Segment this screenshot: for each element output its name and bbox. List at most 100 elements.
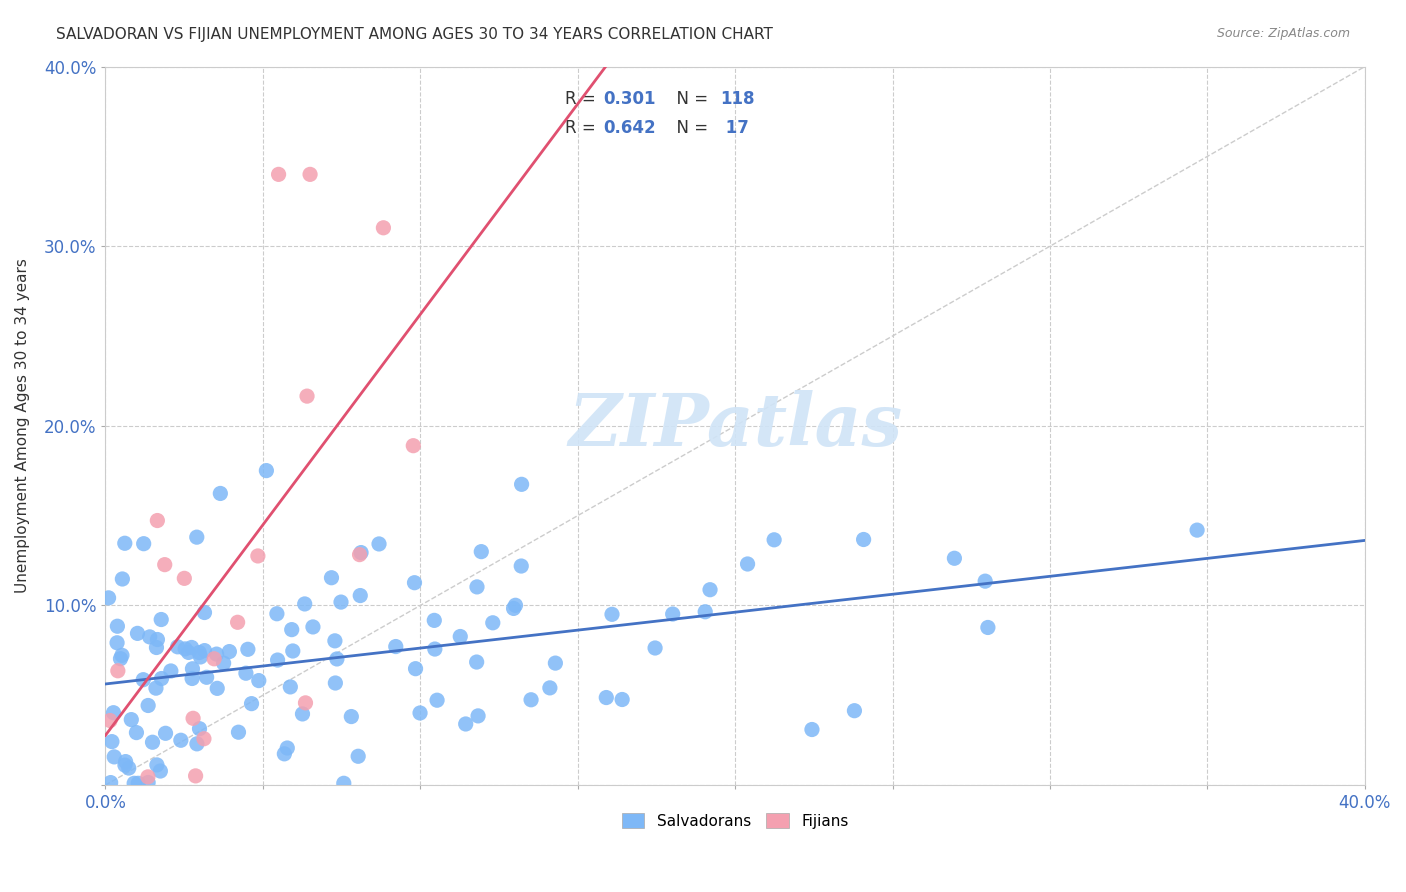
- Salvadorans: [127, 776, 149, 790]
- Salvadorans: [481, 615, 503, 630]
- Salvadorans: [763, 533, 786, 547]
- Salvadorans: [977, 620, 1000, 634]
- Salvadorans: [644, 640, 666, 655]
- Salvadorans: [347, 749, 370, 764]
- Salvadorans: [105, 636, 128, 650]
- Salvadorans: [340, 709, 363, 723]
- Salvadorans: [661, 607, 683, 621]
- Salvadorans: [280, 623, 302, 637]
- Salvadorans: [502, 601, 524, 615]
- Salvadorans: [333, 776, 356, 790]
- Salvadorans: [544, 656, 567, 670]
- Salvadorans: [103, 750, 125, 764]
- Fijians: [349, 548, 371, 562]
- Salvadorans: [405, 662, 427, 676]
- Salvadorans: [610, 692, 633, 706]
- Salvadorans: [212, 656, 235, 670]
- Fijians: [146, 514, 169, 528]
- Salvadorans: [404, 575, 426, 590]
- Salvadorans: [294, 597, 316, 611]
- Salvadorans: [235, 666, 257, 681]
- Salvadorans: [190, 649, 212, 664]
- Text: N =: N =: [666, 90, 713, 108]
- Fijians: [184, 769, 207, 783]
- Salvadorans: [141, 735, 163, 749]
- Text: R =: R =: [565, 119, 602, 136]
- Salvadorans: [254, 464, 277, 478]
- Salvadorans: [423, 613, 446, 627]
- Salvadorans: [155, 726, 177, 740]
- Text: 0.642: 0.642: [603, 119, 655, 136]
- Fijians: [107, 664, 129, 678]
- Salvadorans: [170, 733, 193, 747]
- Salvadorans: [149, 764, 172, 778]
- Salvadorans: [974, 574, 997, 589]
- Salvadorans: [114, 536, 136, 550]
- Salvadorans: [368, 537, 391, 551]
- Salvadorans: [426, 693, 449, 707]
- Fijians: [181, 711, 204, 725]
- Fijians: [299, 167, 322, 181]
- Salvadorans: [423, 642, 446, 657]
- Salvadorans: [454, 717, 477, 731]
- Salvadorans: [186, 737, 208, 751]
- Fijians: [226, 615, 249, 630]
- Salvadorans: [273, 747, 295, 761]
- Legend: Salvadorans, Fijians: Salvadorans, Fijians: [616, 806, 855, 835]
- Salvadorans: [136, 698, 159, 713]
- Salvadorans: [174, 641, 197, 656]
- Salvadorans: [228, 725, 250, 739]
- Salvadorans: [350, 545, 373, 559]
- Salvadorans: [195, 670, 218, 684]
- Salvadorans: [236, 642, 259, 657]
- Salvadorans: [326, 652, 349, 666]
- Salvadorans: [465, 655, 488, 669]
- Text: N =: N =: [666, 119, 713, 136]
- Salvadorans: [105, 619, 128, 633]
- Text: R =: R =: [565, 90, 602, 108]
- Salvadorans: [188, 646, 211, 660]
- Salvadorans: [330, 595, 353, 609]
- Salvadorans: [132, 537, 155, 551]
- Salvadorans: [323, 633, 346, 648]
- Salvadorans: [188, 722, 211, 736]
- Fijians: [193, 731, 215, 746]
- Fijians: [294, 696, 316, 710]
- Salvadorans: [276, 741, 298, 756]
- Text: 118: 118: [720, 90, 755, 108]
- Salvadorans: [127, 626, 149, 640]
- Salvadorans: [800, 723, 823, 737]
- Salvadorans: [145, 640, 167, 655]
- Fijians: [153, 558, 176, 572]
- Fijians: [267, 167, 290, 181]
- Salvadorans: [510, 477, 533, 491]
- Salvadorans: [505, 599, 527, 613]
- Salvadorans: [538, 681, 561, 695]
- Salvadorans: [186, 530, 208, 544]
- Salvadorans: [138, 630, 160, 644]
- Salvadorans: [120, 713, 142, 727]
- Salvadorans: [291, 706, 314, 721]
- Salvadorans: [510, 559, 533, 574]
- Salvadorans: [409, 706, 432, 720]
- Salvadorans: [180, 640, 202, 655]
- Salvadorans: [111, 572, 134, 586]
- Salvadorans: [695, 605, 717, 619]
- Salvadorans: [699, 582, 721, 597]
- Salvadorans: [349, 589, 371, 603]
- Salvadorans: [145, 681, 167, 695]
- Y-axis label: Unemployment Among Ages 30 to 34 years: Unemployment Among Ages 30 to 34 years: [15, 259, 30, 593]
- Fijians: [402, 439, 425, 453]
- Text: 17: 17: [720, 119, 749, 136]
- Salvadorans: [595, 690, 617, 705]
- Salvadorans: [181, 662, 204, 676]
- Salvadorans: [160, 664, 183, 678]
- Salvadorans: [278, 680, 301, 694]
- Fijians: [173, 571, 195, 585]
- Salvadorans: [520, 692, 543, 706]
- Salvadorans: [465, 580, 488, 594]
- Salvadorans: [132, 673, 155, 687]
- Salvadorans: [110, 651, 132, 665]
- Salvadorans: [218, 644, 240, 658]
- Fijians: [98, 714, 121, 728]
